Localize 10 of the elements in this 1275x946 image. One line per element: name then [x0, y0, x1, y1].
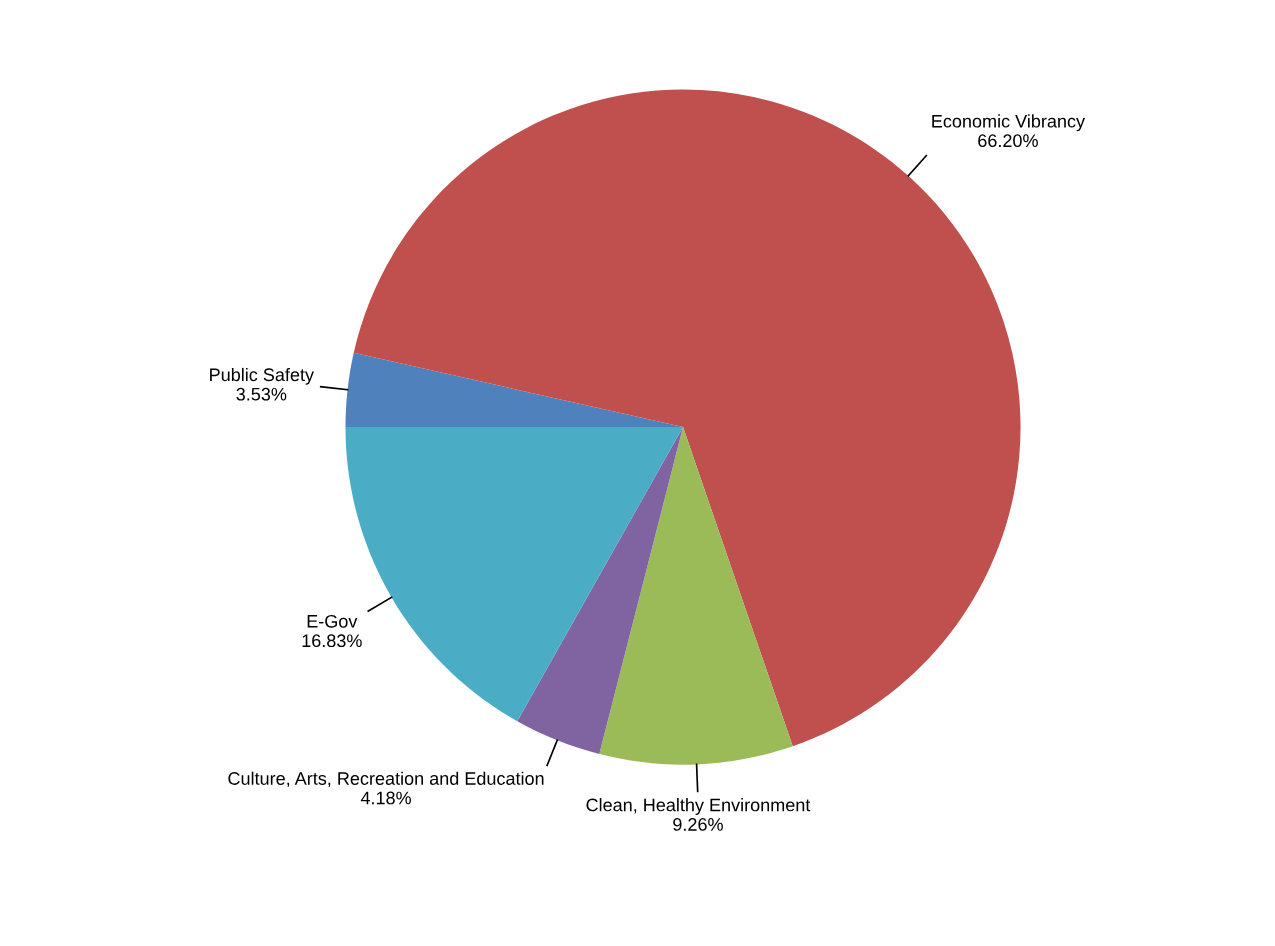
data-label: 9.26%	[673, 818, 723, 831]
data-label: 16.83%	[302, 634, 362, 648]
data-label: 4.18%	[360, 791, 411, 805]
data-label: 66.20%	[978, 134, 1038, 148]
slice-label: Public Safety	[210, 367, 314, 385]
slice-label: Clean, Healthy Environment	[586, 798, 811, 815]
slice-label: E-Gov	[307, 614, 358, 628]
slice-label: Culture, Arts, Recreation and Education	[228, 771, 544, 788]
data-label: 3.53%	[236, 387, 287, 401]
slice-label: Economic Vibrancy	[932, 114, 1086, 132]
